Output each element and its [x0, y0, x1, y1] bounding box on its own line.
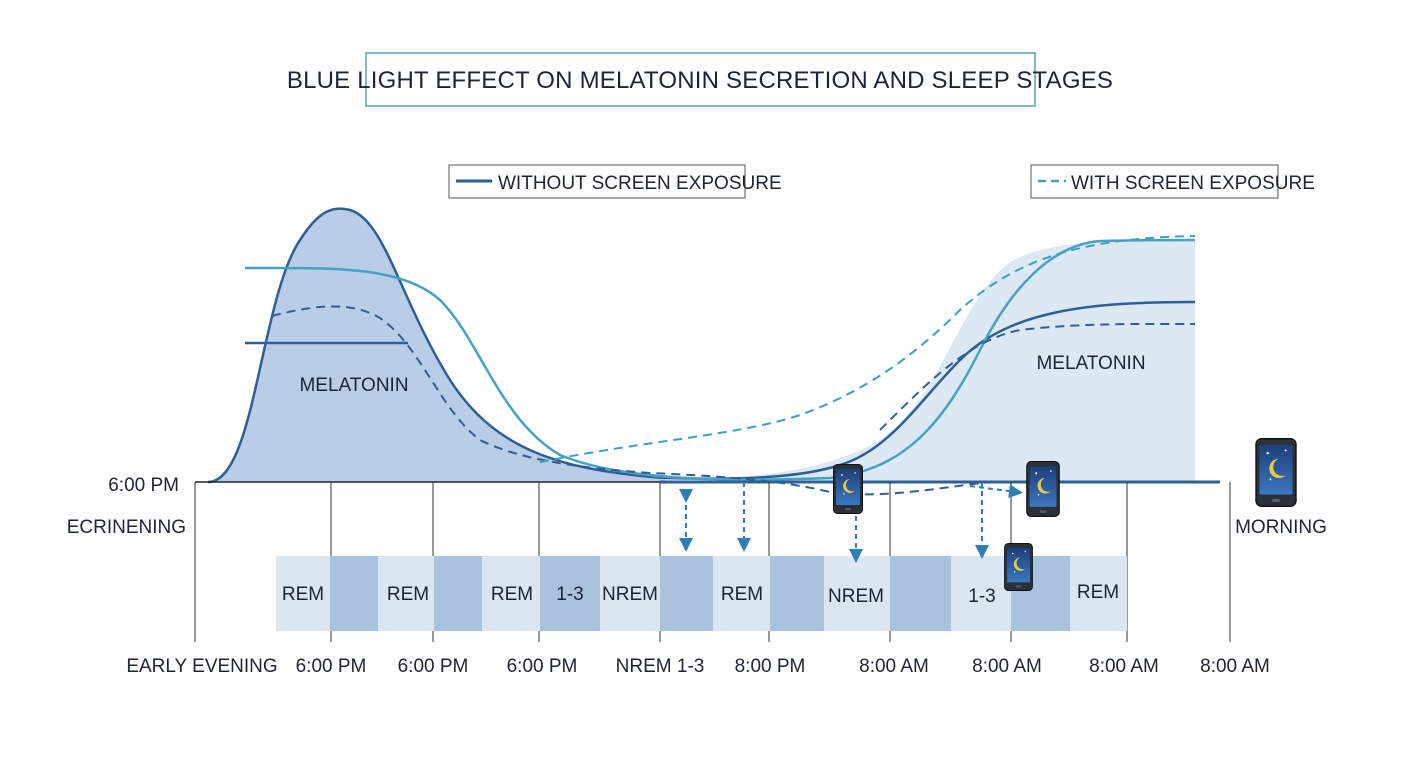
stage-label: REM — [491, 584, 533, 605]
series-without-curve — [207, 207, 1196, 484]
stage-block-12 — [890, 556, 951, 631]
series-with-dashed-light — [539, 235, 1196, 463]
x-tick-label: 8:00 AM — [972, 656, 1042, 677]
area-label-melatonin-evening: MELATONIN — [299, 375, 408, 396]
tablet-moon-icon — [1004, 543, 1033, 591]
stage-block-3 — [378, 556, 434, 631]
title-box — [365, 52, 1036, 107]
tablet-moon-icon — [1026, 461, 1060, 517]
dashed-arrows — [679, 482, 1023, 563]
stage-label: NREM — [602, 584, 658, 605]
legend-label-without: WITHOUT SCREEN EXPOSURE — [498, 173, 782, 194]
area-label-melatonin-morning: MELATONIN — [1036, 353, 1145, 374]
stage-block-1 — [276, 556, 330, 631]
x-tick-label: 8:00 PM — [735, 656, 806, 677]
stage-block-13 — [951, 556, 1011, 631]
stage-block-5 — [482, 556, 540, 631]
stage-block-7 — [600, 556, 660, 631]
x-tick-label: 6:00 PM — [398, 656, 469, 677]
stage-block-15 — [1070, 556, 1127, 631]
chart-title: BLUE LIGHT EFFECT ON MELATONIN SECRETION… — [287, 67, 1113, 94]
tablet-moon-icon — [1255, 438, 1297, 507]
series-with-curve-solid — [244, 238, 1196, 481]
x-tick-label: 6:00 PM — [507, 656, 578, 677]
stage-block-8 — [660, 556, 713, 631]
arrow-right — [969, 484, 1023, 499]
series-with-dashed-dark-morning — [879, 322, 1196, 431]
right-label-morning: MORNING — [1235, 517, 1327, 538]
legend-box-with — [1030, 164, 1279, 199]
stage-label: REM — [721, 584, 763, 605]
sleep-stage-band — [276, 556, 1127, 631]
stage-label: 1-3 — [968, 586, 995, 607]
x-tick-label: 8:00 AM — [1200, 656, 1270, 677]
stage-block-4 — [434, 556, 482, 631]
y-label-ecrinening: ECRINENING — [67, 517, 186, 538]
x-tick-label: 6:00 PM — [296, 656, 367, 677]
legend-box-without — [448, 164, 746, 199]
stage-label: 1-3 — [556, 584, 583, 605]
stage-block-2 — [330, 556, 378, 631]
x-tick-label: EARLY EVENING — [126, 656, 277, 677]
x-tick-label: NREM 1-3 — [616, 656, 705, 677]
series-with-dashed-dark — [271, 305, 991, 496]
x-tick-label: 8:00 AM — [859, 656, 929, 677]
stage-label: REM — [387, 584, 429, 605]
x-tick-label: 8:00 AM — [1089, 656, 1159, 677]
tablet-moon-icon — [832, 464, 864, 514]
stage-block-10 — [770, 556, 824, 631]
melatonin-area-evening — [208, 208, 665, 482]
stage-block-9 — [713, 556, 770, 631]
legend-label-with: WITH SCREEN EXPOSURE — [1071, 173, 1315, 194]
melatonin-area-morning — [665, 240, 1195, 482]
stage-label: REM — [1077, 582, 1119, 603]
stage-block-6 — [540, 556, 600, 631]
stage-block-11 — [824, 556, 890, 631]
stage-label: REM — [282, 584, 324, 605]
stage-label: NREM — [828, 586, 884, 607]
y-label-6pm: 6:00 PM — [108, 475, 179, 496]
